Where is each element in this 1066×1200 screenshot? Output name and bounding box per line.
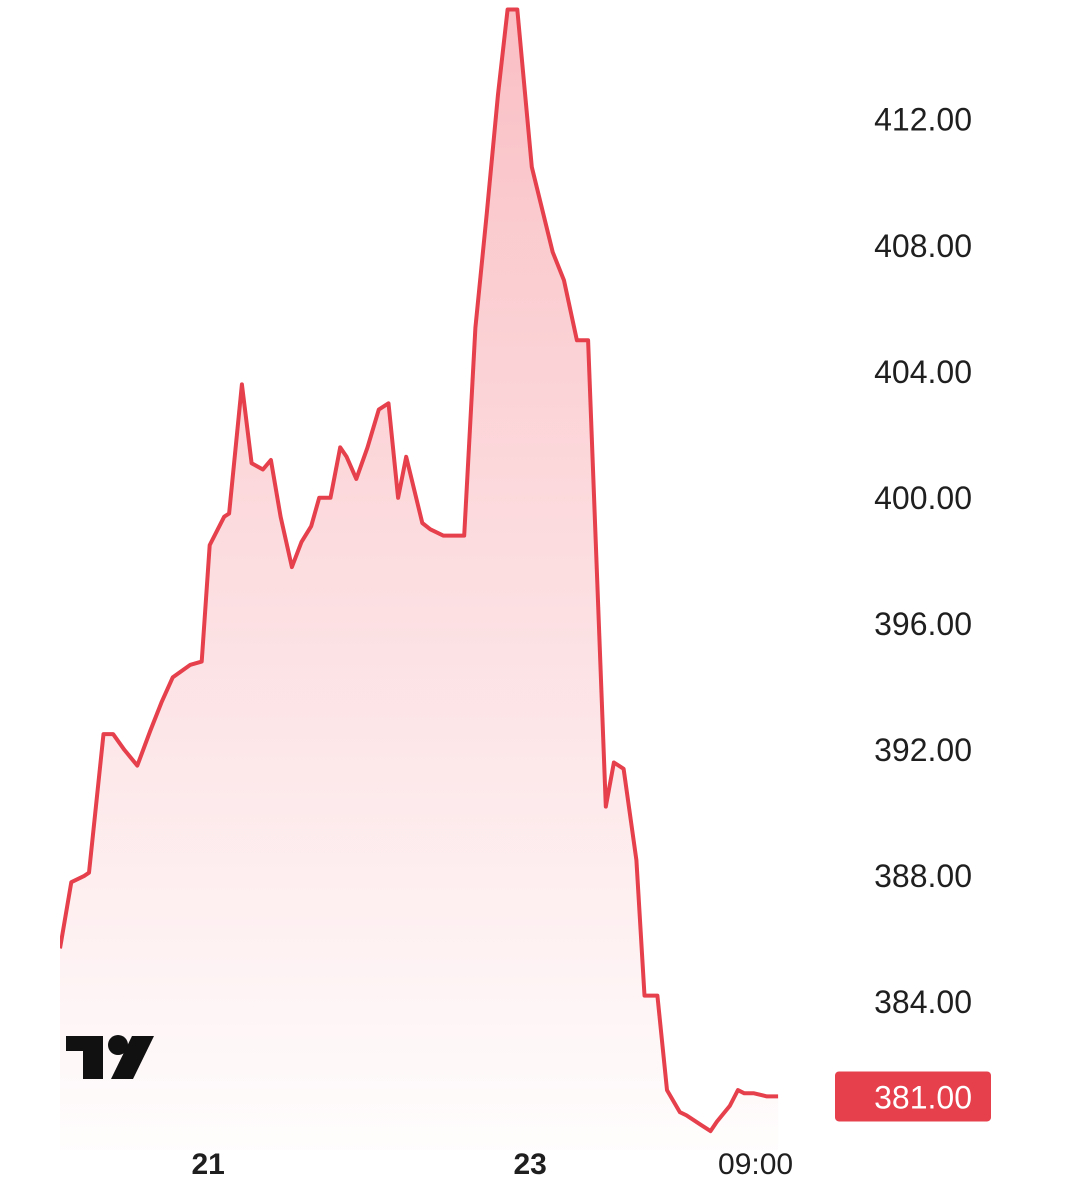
x-tick-label: 21 [191, 1148, 224, 1181]
price-point [552, 251, 554, 253]
price-point [172, 676, 174, 678]
price-point [777, 1095, 779, 1097]
price-point [241, 383, 243, 385]
price-point [766, 1095, 768, 1097]
y-tick-label: 412.00 [874, 102, 972, 138]
y-tick-label: 396.00 [874, 606, 972, 642]
price-area-fill [60, 9, 779, 1150]
price-point [576, 339, 578, 341]
price-point [149, 730, 151, 732]
price-point [209, 544, 211, 546]
price-point [160, 702, 162, 704]
price-point [103, 733, 105, 735]
price-point [346, 456, 348, 458]
price-point [83, 875, 85, 877]
price-point [531, 166, 533, 168]
price-point [516, 9, 518, 11]
price-point [486, 213, 488, 215]
y-tick-label: 388.00 [874, 858, 972, 894]
price-point [421, 522, 423, 524]
price-point [474, 327, 476, 329]
price-point [280, 516, 282, 518]
price-point [201, 661, 203, 663]
price-point [397, 497, 399, 499]
price-point [635, 859, 637, 861]
price-point [270, 459, 272, 461]
y-tick-label: 400.00 [874, 480, 972, 516]
price-point [112, 733, 114, 735]
tradingview-logo-icon[interactable] [66, 1035, 154, 1079]
price-point [367, 446, 369, 448]
price-point [644, 995, 646, 997]
price-point [743, 1092, 745, 1094]
price-point [251, 462, 253, 464]
price-point [700, 1124, 702, 1126]
price-point [310, 525, 312, 527]
price-point [318, 497, 320, 499]
price-line [60, 7, 779, 1134]
last-value-marker: 381.00 [835, 1071, 991, 1122]
price-point [737, 1089, 739, 1091]
price-point [262, 469, 264, 471]
price-point [656, 995, 658, 997]
x-tick-label: 09:00 [718, 1148, 793, 1181]
price-point [378, 409, 380, 411]
price-point [291, 566, 293, 568]
price-point [679, 1111, 681, 1113]
y-tick-label: 384.00 [874, 984, 972, 1020]
last-price-label: 381.00 [874, 1079, 972, 1115]
price-point [685, 1114, 687, 1116]
x-axis: 21 23 09:00 [191, 1148, 793, 1181]
price-point [88, 872, 90, 874]
price-point [442, 535, 444, 537]
price-point [666, 1089, 668, 1091]
price-point [339, 446, 341, 448]
price-point [189, 664, 191, 666]
price-point [388, 402, 390, 404]
price-point [729, 1105, 731, 1107]
price-point [355, 478, 357, 480]
y-tick-label: 392.00 [874, 732, 972, 768]
y-tick-label: 408.00 [874, 228, 972, 264]
price-point [429, 528, 431, 530]
y-tick-label: 404.00 [874, 354, 972, 390]
price-point [450, 535, 452, 537]
price-point [405, 456, 407, 458]
price-point [507, 9, 509, 11]
last-price-badge [835, 1071, 991, 1122]
y-axis: 412.00 408.00 404.00 400.00 396.00 392.00 388.… [874, 102, 972, 1020]
price-point [330, 497, 332, 499]
price-point [716, 1121, 718, 1123]
price-point [613, 762, 615, 764]
price-point [563, 279, 565, 281]
price-point [710, 1130, 712, 1132]
price-point [301, 541, 303, 543]
price-point [123, 749, 125, 751]
price-point [228, 513, 230, 515]
price-point [70, 881, 72, 883]
price-point [587, 339, 589, 341]
x-tick-label: 23 [513, 1148, 546, 1181]
price-point [136, 765, 138, 767]
price-point [59, 947, 61, 949]
price-point [605, 806, 607, 808]
price-point [497, 94, 499, 96]
price-point [623, 768, 625, 770]
price-point [753, 1092, 755, 1094]
price-point [463, 535, 465, 537]
price-point [223, 516, 225, 518]
